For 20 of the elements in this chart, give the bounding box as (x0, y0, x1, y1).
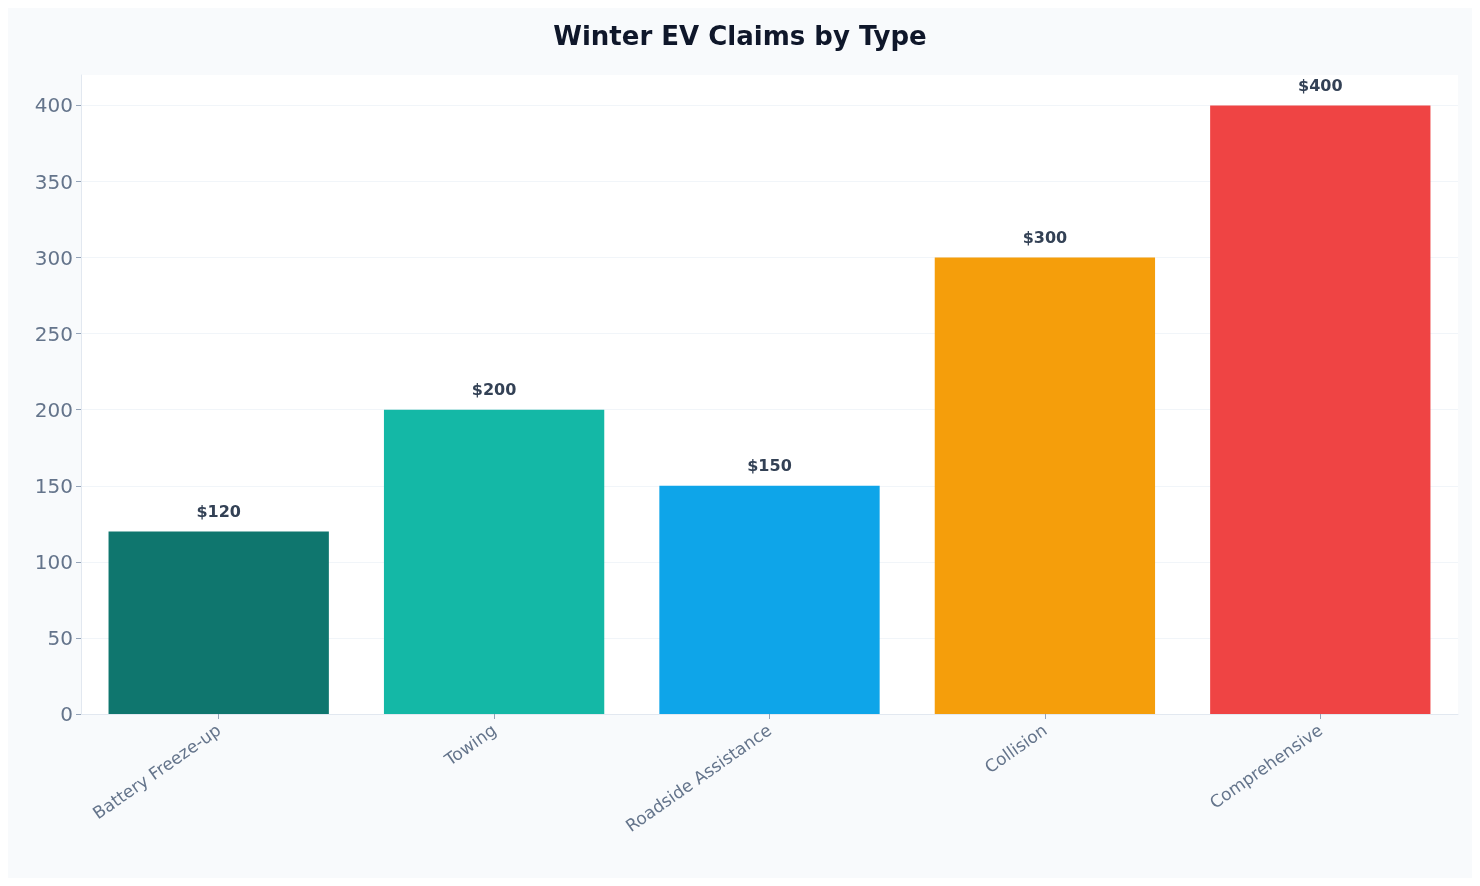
data-label: $150 (747, 456, 792, 476)
data-label: $120 (196, 501, 241, 521)
bar (1210, 105, 1431, 714)
y-tick-label: 200 (34, 397, 73, 422)
y-tick-label: 300 (34, 245, 73, 270)
bar (659, 485, 880, 714)
bar (108, 531, 329, 714)
bar (934, 257, 1156, 714)
data-label: $400 (1298, 75, 1343, 95)
chart-title: Winter EV Claims by Type (553, 21, 927, 51)
y-tick-label: 250 (34, 321, 73, 346)
data-label: $300 (1022, 228, 1068, 248)
y-tick-label: 400 (34, 93, 73, 118)
y-tick-label: 350 (34, 169, 73, 194)
y-tick-label: 50 (47, 625, 73, 650)
y-tick-label: 0 (60, 702, 73, 726)
y-tick-label: 100 (34, 549, 73, 574)
bar (383, 409, 605, 714)
data-label: $200 (471, 380, 517, 400)
y-tick-label: 150 (34, 473, 73, 498)
